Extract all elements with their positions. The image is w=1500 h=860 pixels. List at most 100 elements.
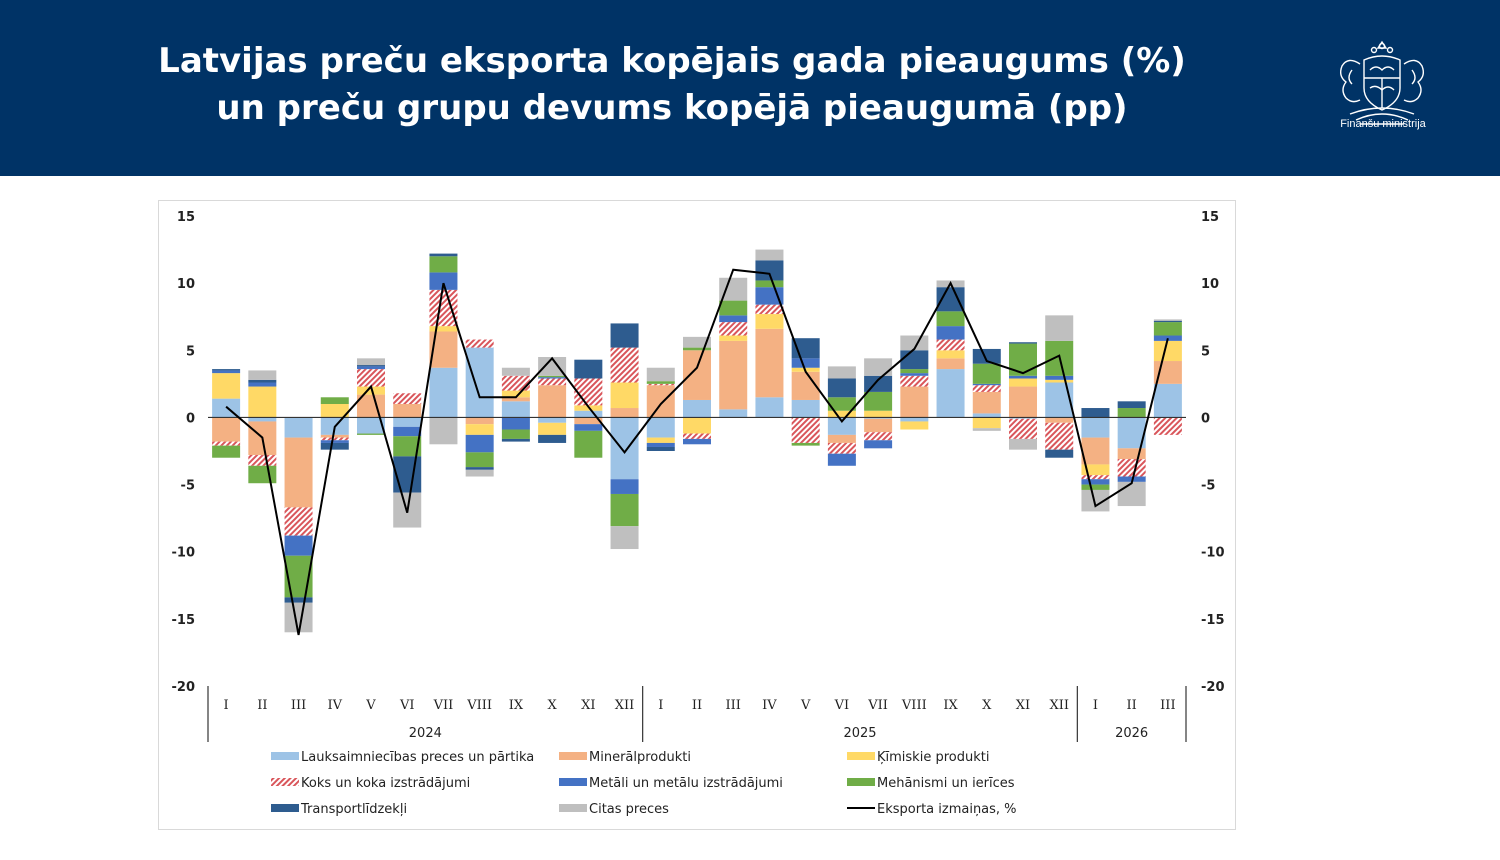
- bar-segment: [320, 404, 349, 418]
- bar-segment: [465, 452, 494, 468]
- bar-segment: [755, 260, 784, 281]
- bar-segment: [646, 383, 675, 386]
- y-tick-label-right: 10: [1201, 277, 1219, 292]
- bar-segment: [465, 434, 494, 453]
- bar-segment: [538, 375, 567, 378]
- bar-segment: [501, 390, 530, 398]
- bar-segment: [501, 417, 530, 430]
- bar-segment: [827, 434, 856, 443]
- legend-label: Lauksaimniecības preces un pārtika: [301, 750, 534, 765]
- bar-segment: [972, 383, 1001, 386]
- bar-segment: [683, 433, 711, 439]
- bar-segment: [465, 417, 494, 425]
- logo-text: Finanšu ministrija: [1340, 118, 1426, 130]
- x-tick-label: VI: [834, 698, 850, 713]
- bar-segment: [357, 369, 385, 387]
- bar-segment: [900, 373, 929, 376]
- bar-segment: [791, 338, 820, 359]
- y-tick-label-right: 15: [1201, 210, 1219, 225]
- bar-segment: [574, 410, 603, 418]
- bar-segment: [864, 375, 893, 392]
- bars-layer: [212, 249, 1182, 633]
- bar-segment: [212, 369, 241, 371]
- bar-segment: [719, 409, 748, 418]
- bar-segment: [284, 437, 313, 508]
- legend-swatch: [271, 778, 299, 786]
- bar-segment: [429, 326, 458, 332]
- bar-segment: [972, 363, 1001, 384]
- bar-segment: [755, 304, 784, 315]
- y-tick-label-left: 15: [177, 210, 195, 225]
- bar-segment: [972, 413, 1001, 418]
- page-title: Latvijas preču eksporta kopējais gada pi…: [60, 38, 1284, 132]
- bar-segment: [646, 385, 675, 418]
- y-tick-label-left: 0: [186, 411, 195, 426]
- bar-segment: [1153, 340, 1182, 362]
- bar-segment: [1153, 319, 1182, 321]
- bar-segment: [719, 322, 748, 336]
- y-tick-label-right: -5: [1201, 479, 1215, 494]
- bar-segment: [683, 336, 711, 348]
- x-tick-label: IV: [328, 698, 343, 713]
- legend-label: Koks un koka izstrādājumi: [301, 776, 470, 791]
- bar-segment: [429, 289, 458, 327]
- y-tick-label-right: 5: [1201, 344, 1210, 359]
- bar-segment: [1081, 408, 1110, 418]
- legend-label: Citas preces: [589, 802, 669, 817]
- bar-segment: [465, 424, 494, 435]
- x-tick-label: I: [658, 698, 663, 713]
- bar-segment: [646, 367, 675, 382]
- bar-segment: [827, 417, 856, 435]
- bar-segment: [501, 397, 530, 402]
- bar-segment: [393, 436, 422, 457]
- bar-segment: [1009, 417, 1037, 419]
- x-tick-label: X: [982, 698, 992, 713]
- x-tick-label: XII: [1049, 698, 1069, 713]
- bar-segment: [1045, 449, 1074, 458]
- bar-segment: [574, 359, 603, 379]
- bar-segment: [284, 535, 313, 556]
- bar-segment: [646, 442, 675, 447]
- bar-segment: [1045, 422, 1074, 450]
- bar-segment: [755, 328, 784, 398]
- bar-segment: [574, 430, 603, 458]
- x-tick-label: III: [1160, 698, 1175, 713]
- bar-segment: [683, 399, 711, 418]
- bar-segment: [936, 311, 965, 327]
- bar-segment: [827, 453, 856, 466]
- bar-segment: [1045, 379, 1074, 383]
- bar-segment: [1009, 418, 1037, 439]
- bar-segment: [357, 386, 385, 395]
- bar-segment: [1117, 459, 1146, 477]
- bar-segment: [1081, 464, 1110, 476]
- legend-label: Eksporta izmaiņas, %: [877, 802, 1017, 817]
- bar-segment: [501, 401, 530, 418]
- bar-segment: [1081, 475, 1110, 480]
- bar-segment: [1153, 383, 1182, 418]
- y-tick-label-right: -20: [1201, 680, 1225, 695]
- bar-segment: [864, 410, 893, 418]
- x-tick-label: VI: [399, 698, 415, 713]
- bar-segment: [936, 369, 965, 418]
- bar-segment: [429, 367, 458, 418]
- bar-segment: [393, 426, 422, 437]
- bar-segment: [1009, 343, 1037, 376]
- bar-segment: [1081, 489, 1110, 512]
- x-tick-label: X: [547, 698, 557, 713]
- title-line-1: Latvijas preču eksporta kopējais gada pi…: [158, 41, 1186, 81]
- legend-label: Metāli un metālu izstrādājumi: [589, 776, 783, 791]
- year-label: 2024: [409, 726, 442, 741]
- bar-segment: [791, 399, 820, 418]
- bar-segment: [755, 280, 784, 288]
- bar-segment: [357, 365, 385, 367]
- bar-segment: [320, 397, 349, 404]
- bar-segment: [864, 418, 893, 433]
- bar-segment: [393, 404, 422, 418]
- bar-segment: [538, 422, 567, 435]
- bar-segment: [1081, 417, 1110, 438]
- bar-segment: [465, 467, 494, 470]
- bar-segment: [1117, 401, 1146, 409]
- bar-segment: [393, 456, 422, 493]
- x-tick-label: XI: [1016, 698, 1030, 713]
